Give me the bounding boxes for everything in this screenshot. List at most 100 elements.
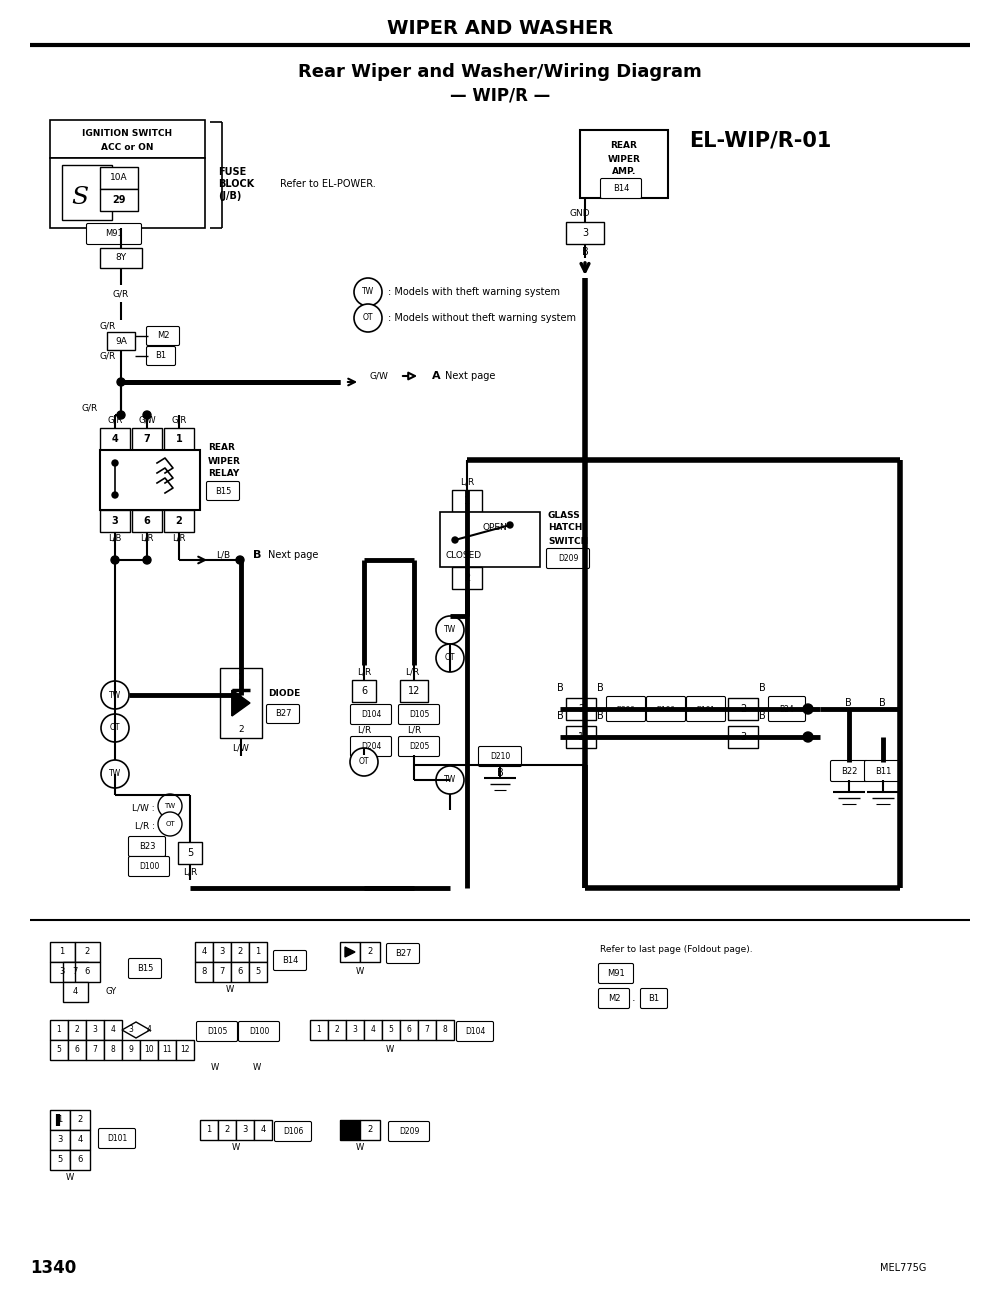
Text: B: B [879, 697, 885, 708]
Bar [213, 961, 231, 982]
Bar [100, 428, 130, 450]
Text: TW: TW [362, 287, 374, 296]
Text: 3: 3 [582, 228, 588, 238]
Bar [310, 1020, 328, 1040]
Text: B14: B14 [613, 184, 629, 193]
Text: 2: 2 [77, 1115, 83, 1124]
Text: OT: OT [359, 757, 369, 766]
Bar [436, 1020, 454, 1040]
Text: 29: 29 [112, 195, 126, 204]
Bar [249, 942, 267, 961]
Bar [440, 512, 540, 567]
Text: M91: M91 [105, 229, 123, 238]
Bar [231, 942, 249, 961]
Circle shape [350, 748, 378, 776]
FancyBboxPatch shape [351, 704, 392, 725]
Text: D204: D204 [361, 741, 381, 751]
FancyBboxPatch shape [686, 696, 726, 722]
Bar [364, 1020, 382, 1040]
Text: D209: D209 [558, 554, 578, 563]
Text: OT: OT [165, 820, 175, 827]
Bar [50, 1110, 70, 1130]
FancyBboxPatch shape [388, 1122, 430, 1141]
Bar [452, 567, 482, 589]
Text: 4: 4 [371, 1026, 375, 1034]
Text: L/R: L/R [460, 477, 474, 487]
Circle shape [101, 714, 129, 741]
Text: W: W [356, 968, 364, 977]
Bar [360, 1121, 380, 1140]
Text: G/R: G/R [100, 352, 116, 361]
Circle shape [507, 521, 513, 528]
Bar [254, 1121, 272, 1140]
Text: M2: M2 [608, 994, 620, 1003]
Text: L/R: L/R [357, 668, 371, 677]
Text: REAR: REAR [208, 444, 235, 453]
FancyBboxPatch shape [768, 696, 806, 722]
Bar [104, 1020, 122, 1040]
Text: L/B: L/B [216, 550, 230, 559]
Bar [360, 942, 380, 961]
Text: L/R: L/R [172, 533, 186, 542]
Bar [164, 428, 194, 450]
Text: 6: 6 [84, 968, 90, 977]
Bar [340, 1121, 360, 1140]
Text: WIPER: WIPER [208, 457, 241, 466]
Text: 1: 1 [317, 1026, 321, 1034]
FancyBboxPatch shape [98, 1128, 136, 1149]
Bar [86, 1020, 104, 1040]
Text: 1: 1 [59, 947, 65, 956]
Text: OT: OT [445, 653, 455, 663]
Text: : Models without theft warning system: : Models without theft warning system [388, 313, 576, 324]
Text: G/R: G/R [107, 415, 123, 424]
Bar [218, 1121, 236, 1140]
Text: A: A [432, 371, 441, 380]
Text: D206: D206 [617, 707, 635, 712]
Text: AMP.: AMP. [612, 167, 636, 176]
Text: B27: B27 [275, 709, 291, 718]
Bar [68, 1020, 86, 1040]
Text: G/R: G/R [82, 404, 98, 413]
Text: (J/B): (J/B) [218, 192, 241, 201]
Bar [236, 1121, 254, 1140]
FancyBboxPatch shape [830, 761, 868, 782]
Text: 4: 4 [147, 1026, 151, 1034]
Text: 12: 12 [180, 1046, 190, 1055]
Text: Rear Wiper and Washer/Wiring Diagram: Rear Wiper and Washer/Wiring Diagram [298, 63, 702, 82]
Text: 1: 1 [176, 433, 182, 444]
Text: 1: 1 [57, 1026, 61, 1034]
Text: B27: B27 [395, 949, 411, 958]
Text: B15: B15 [137, 964, 153, 973]
Text: G/R: G/R [100, 321, 116, 330]
Text: 2: 2 [238, 725, 244, 734]
Text: B: B [253, 550, 261, 560]
FancyBboxPatch shape [598, 989, 630, 1008]
FancyBboxPatch shape [398, 704, 440, 725]
Bar [140, 1040, 158, 1060]
Text: 10A: 10A [110, 173, 128, 182]
Text: 6: 6 [144, 516, 150, 525]
Text: L/R: L/R [140, 533, 154, 542]
FancyBboxPatch shape [266, 704, 300, 723]
FancyBboxPatch shape [87, 224, 142, 245]
Text: Refer to last page (Foldout page).: Refer to last page (Foldout page). [600, 945, 753, 954]
Bar [68, 1040, 86, 1060]
Text: 7: 7 [72, 968, 78, 977]
Bar [249, 961, 267, 982]
Text: 1: 1 [57, 1115, 63, 1124]
Text: 2: 2 [237, 947, 243, 956]
Bar [50, 1040, 68, 1060]
Circle shape [101, 681, 129, 709]
Bar [132, 428, 162, 450]
Bar [100, 510, 130, 532]
Text: 2: 2 [464, 573, 470, 584]
Text: S: S [71, 186, 89, 210]
Text: L/R: L/R [405, 668, 419, 677]
Text: DIODE: DIODE [268, 688, 300, 697]
Text: 10: 10 [144, 1046, 154, 1055]
Text: L/W: L/W [233, 744, 249, 753]
Bar [178, 842, 202, 864]
Text: BLOCK: BLOCK [218, 179, 254, 189]
Text: B15: B15 [215, 487, 231, 496]
Circle shape [236, 556, 244, 564]
